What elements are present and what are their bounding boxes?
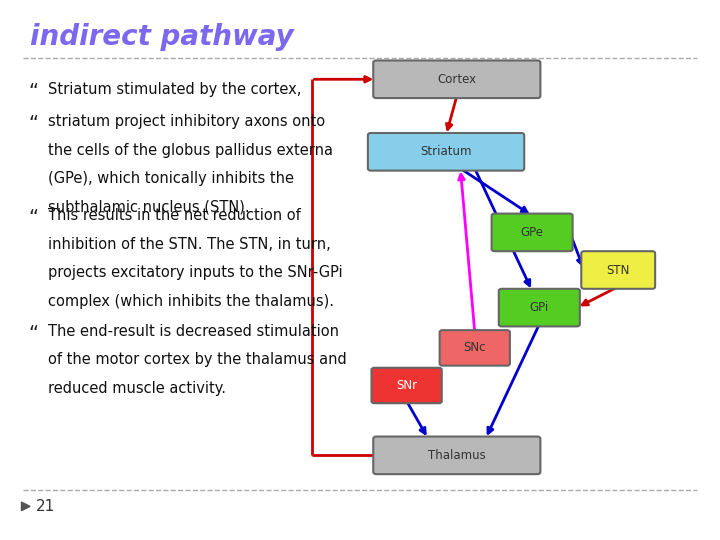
Text: reduced muscle activity.: reduced muscle activity.: [48, 381, 226, 396]
FancyBboxPatch shape: [372, 368, 442, 403]
FancyBboxPatch shape: [373, 436, 541, 474]
Text: SNc: SNc: [464, 341, 486, 354]
Text: “: “: [29, 114, 39, 133]
Text: Cortex: Cortex: [437, 73, 477, 86]
Text: the cells of the globus pallidus externa: the cells of the globus pallidus externa: [48, 143, 333, 158]
Text: SNr: SNr: [396, 379, 417, 392]
Text: complex (which inhibits the thalamus).: complex (which inhibits the thalamus).: [48, 294, 334, 309]
Text: The end-result is decreased stimulation: The end-result is decreased stimulation: [48, 323, 339, 339]
Text: striatum project inhibitory axons onto: striatum project inhibitory axons onto: [48, 114, 325, 129]
Text: This results in the net reduction of: This results in the net reduction of: [48, 208, 301, 223]
Text: Striatum stimulated by the cortex,: Striatum stimulated by the cortex,: [48, 82, 302, 97]
Text: STN: STN: [606, 264, 630, 276]
FancyBboxPatch shape: [492, 214, 572, 251]
Text: of the motor cortex by the thalamus and: of the motor cortex by the thalamus and: [48, 352, 347, 367]
FancyBboxPatch shape: [368, 133, 524, 171]
Text: 21: 21: [36, 499, 55, 514]
Text: “: “: [29, 323, 39, 343]
Text: “: “: [29, 208, 39, 227]
Text: indirect pathway: indirect pathway: [30, 23, 294, 51]
Text: Thalamus: Thalamus: [428, 449, 486, 462]
FancyBboxPatch shape: [499, 289, 580, 326]
Text: “: “: [29, 82, 39, 101]
Text: (GPe), which tonically inhibits the: (GPe), which tonically inhibits the: [48, 171, 294, 186]
Text: inhibition of the STN. The STN, in turn,: inhibition of the STN. The STN, in turn,: [48, 237, 330, 252]
Text: projects excitatory inputs to the SNr-GPi: projects excitatory inputs to the SNr-GP…: [48, 265, 343, 280]
Text: GPi: GPi: [530, 301, 549, 314]
FancyBboxPatch shape: [373, 60, 541, 98]
FancyBboxPatch shape: [581, 251, 655, 289]
Text: Striatum: Striatum: [420, 145, 472, 158]
Text: GPe: GPe: [521, 226, 544, 239]
Polygon shape: [22, 502, 30, 511]
FancyBboxPatch shape: [440, 330, 510, 366]
Text: subthalamic nucleus (STN).: subthalamic nucleus (STN).: [48, 200, 250, 214]
